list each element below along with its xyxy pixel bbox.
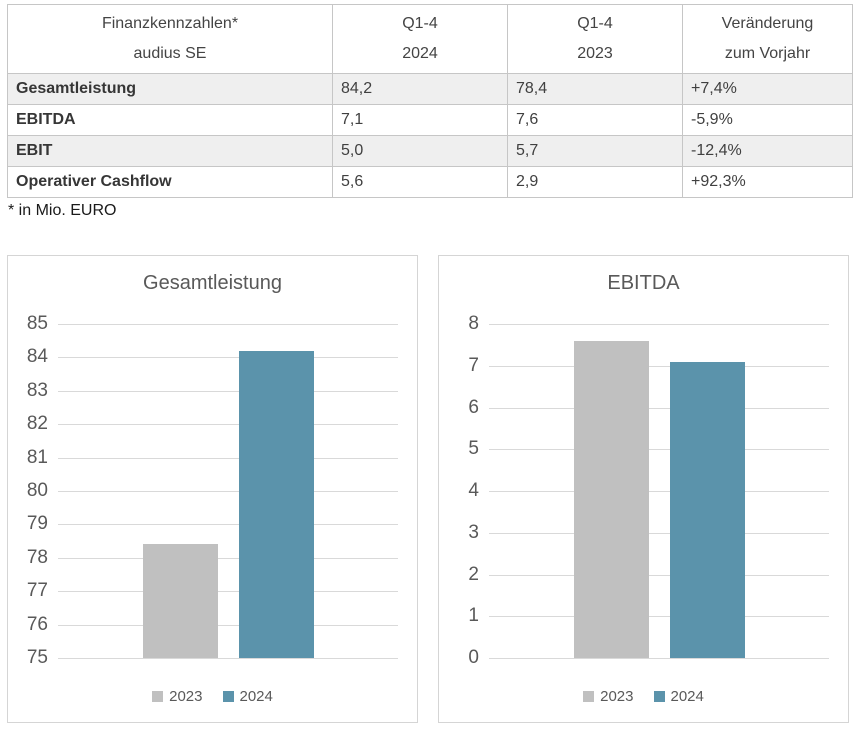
header-line1: Veränderung: [721, 15, 814, 32]
header-q1-4-2024: Q1-4 2024: [332, 4, 508, 74]
gridline: [58, 624, 398, 626]
table-header-row: Finanzkennzahlen* audius SE Q1-4 2024 Q1…: [7, 4, 853, 74]
row-label: Operativer Cashflow: [7, 166, 333, 198]
bar-2024: [669, 361, 745, 658]
value-2024: 5,6: [332, 166, 508, 198]
gridline: [58, 591, 398, 593]
legend-swatch-icon: [653, 691, 665, 702]
value-2024: 5,0: [332, 135, 508, 167]
gridline: [58, 357, 398, 359]
y-axis-tick-label: 79: [26, 513, 48, 535]
y-axis-tick-label: 3: [468, 521, 479, 543]
header-line2: 2023: [577, 45, 613, 62]
value-2023: 5,7: [507, 135, 683, 167]
header-line1: Q1-4: [577, 15, 613, 32]
y-axis-tick-label: 4: [468, 480, 479, 501]
legend-swatch-icon: [222, 691, 234, 702]
y-axis-tick-label: 84: [26, 346, 48, 368]
value-change: -12,4%: [682, 135, 853, 167]
y-axis-tick-label: 85: [26, 313, 48, 334]
y-axis-tick-label: 75: [26, 647, 48, 668]
gridline: [489, 616, 829, 618]
y-axis-tick-label: 78: [26, 546, 48, 568]
row-label: EBITDA: [7, 104, 333, 136]
header-line1: Q1-4: [402, 15, 438, 32]
table-footnote: * in Mio. EURO: [8, 202, 117, 219]
chart-legend: 2023 2024: [8, 688, 417, 705]
value-2023: 2,9: [507, 166, 683, 198]
y-axis-tick-label: 80: [26, 480, 48, 501]
y-axis-tick-label: 5: [468, 438, 479, 460]
legend-item-2023: 2023: [583, 688, 634, 705]
gridline: [489, 407, 829, 409]
gridline: [489, 365, 829, 367]
value-2024: 7,1: [332, 104, 508, 136]
value-2023: 78,4: [507, 73, 683, 105]
y-axis-tick-label: 77: [26, 580, 48, 602]
value-2024: 84,2: [332, 73, 508, 105]
y-axis-tick-label: 82: [26, 413, 48, 435]
gridline: [489, 491, 829, 492]
header-veraenderung: Veränderung zum Vorjahr: [682, 4, 853, 74]
header-q1-4-2023: Q1-4 2023: [507, 4, 683, 74]
y-axis-tick-label: 1: [468, 605, 479, 627]
bar-2023: [573, 340, 649, 658]
gridline: [58, 491, 398, 492]
legend-label: 2024: [670, 688, 704, 705]
header-line2: audius SE: [133, 45, 207, 62]
bar-2023: [142, 544, 218, 658]
chart-panel-ebitda: EBITDA 0 1 2 3 4 5 6 7 8 2023 2024: [438, 255, 849, 723]
gridline: [489, 449, 829, 451]
header-line1: Finanzkennzahlen*: [101, 15, 239, 32]
legend-item-2023: 2023: [152, 688, 203, 705]
table-row: Gesamtleistung 84,2 78,4 +7,4%: [7, 73, 853, 105]
value-change: +92,3%: [682, 166, 853, 198]
bar-2024: [238, 350, 314, 658]
y-axis-tick-label: 83: [26, 379, 48, 401]
financial-kpi-table: Finanzkennzahlen* audius SE Q1-4 2024 Q1…: [7, 4, 853, 198]
gridline: [58, 524, 398, 526]
table-row: EBITDA 7,1 7,6 -5,9%: [7, 104, 853, 136]
header-line2: zum Vorjahr: [724, 45, 811, 62]
value-change: +7,4%: [682, 73, 853, 105]
gridline: [489, 324, 829, 325]
legend-swatch-icon: [152, 691, 164, 702]
row-label: Gesamtleistung: [7, 73, 333, 105]
header-line2: 2024: [402, 45, 438, 62]
y-axis-tick-label: 76: [26, 613, 48, 635]
y-axis-tick-label: 7: [468, 354, 479, 376]
legend-item-2024: 2024: [653, 688, 704, 705]
gridline: [58, 557, 398, 559]
gridline: [489, 532, 829, 534]
gridline: [58, 457, 398, 459]
y-axis-tick-label: 8: [468, 313, 479, 334]
chart-panel-gesamtleistung: Gesamtleistung 75 76 77 78 79 80 81 82 83 84 85 202…: [7, 255, 418, 723]
legend-label: 2023: [169, 688, 203, 705]
table-row: EBIT 5,0 5,7 -12,4%: [7, 135, 853, 167]
gridline: [58, 390, 398, 392]
table-row: Operativer Cashflow 5,6 2,9 +92,3%: [7, 166, 853, 198]
legend-label: 2023: [600, 688, 634, 705]
y-axis-tick-label: 6: [468, 396, 479, 418]
legend-label: 2024: [239, 688, 273, 705]
y-axis-tick-label: 2: [468, 563, 479, 585]
gridline: [58, 424, 398, 426]
chart-title: Gesamtleistung: [143, 272, 282, 294]
legend-item-2024: 2024: [222, 688, 273, 705]
value-change: -5,9%: [682, 104, 853, 136]
gridline: [58, 324, 398, 325]
row-label: EBIT: [7, 135, 333, 167]
y-axis-tick-label: 81: [26, 446, 48, 468]
legend-swatch-icon: [583, 691, 595, 702]
chart-title: EBITDA: [607, 272, 680, 294]
header-finanzkennzahlen: Finanzkennzahlen* audius SE: [7, 4, 333, 74]
chart-legend: 2023 2024: [439, 688, 848, 705]
gridline: [58, 658, 398, 659]
gridline: [489, 658, 829, 659]
value-2023: 7,6: [507, 104, 683, 136]
gridline: [489, 574, 829, 576]
y-axis-tick-label: 0: [468, 647, 479, 668]
